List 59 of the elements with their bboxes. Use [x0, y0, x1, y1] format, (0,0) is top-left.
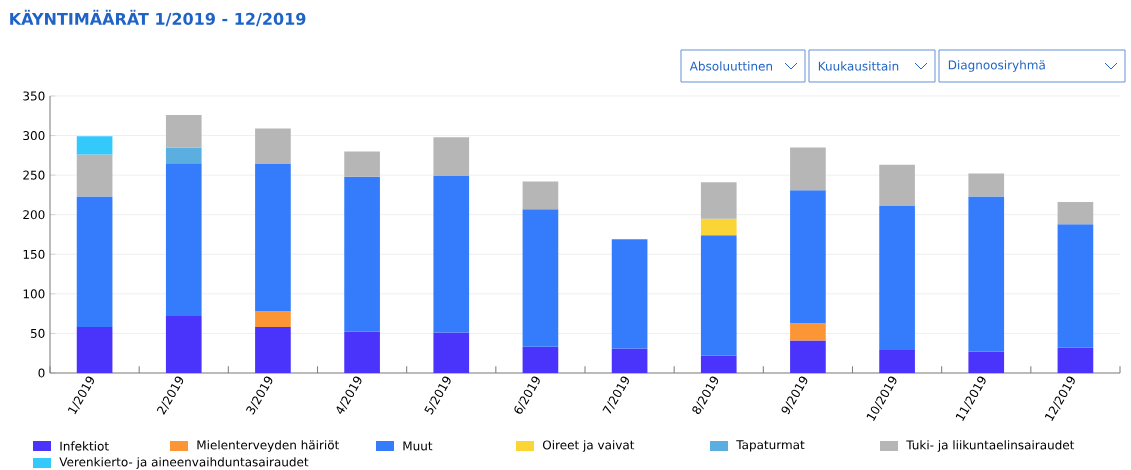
bar: [611, 348, 648, 373]
bar: [76, 196, 113, 328]
bar: [790, 190, 826, 324]
bar: [522, 181, 559, 210]
bar: [165, 163, 202, 316]
y-tick-label: 250: [23, 170, 45, 180]
y-tick-label: 100: [23, 289, 45, 299]
chart-title: KÄYNTIMÄÄRÄT 1/2019 - 12/2019: [10, 9, 306, 27]
bar: [700, 235, 737, 356]
legend-label: Muut: [403, 441, 433, 451]
bar: [700, 182, 737, 219]
legend-label: Mielenterveyden häiriöt: [197, 440, 340, 452]
bar: [790, 147, 826, 191]
bar: [879, 205, 915, 351]
bar: [255, 311, 291, 328]
y-tick-label: 300: [23, 131, 45, 141]
bar: [255, 128, 291, 165]
bar: [433, 175, 470, 333]
bar: [344, 331, 380, 373]
bar: [790, 340, 826, 373]
y-tick-label: 0: [38, 368, 45, 378]
legend-label: Oireet ja vaivat: [542, 440, 635, 452]
bar: [522, 346, 559, 373]
bar: [255, 164, 291, 312]
y-tick-label: 150: [23, 249, 45, 259]
text: Absoluuttinen: [689, 61, 773, 71]
bar: [76, 154, 113, 197]
bar: [76, 327, 113, 373]
text: Kuukausittain: [818, 61, 899, 71]
bar: [433, 137, 470, 176]
bar: [1057, 347, 1094, 373]
bar: [879, 164, 915, 206]
bar: [76, 136, 113, 155]
bar: [968, 351, 1005, 373]
bar: [968, 196, 1005, 352]
bar: [255, 327, 291, 373]
bar: [700, 355, 737, 373]
bar: [611, 239, 648, 349]
y-tick-label: 350: [23, 91, 45, 101]
bar: [344, 151, 380, 177]
text: Diagnoosiryhmä: [948, 60, 1045, 72]
legend-label: Verenkierto- ja aineenvaihduntasairaudet: [59, 457, 309, 469]
legend-label: Tuki- ja liikuntaelinsairaudet: [906, 440, 1075, 452]
bar: [1057, 202, 1094, 225]
bar: [433, 332, 470, 373]
y-tick-label: 50: [30, 328, 45, 338]
bar: [522, 209, 559, 347]
y-tick-label: 200: [23, 210, 45, 220]
bar: [165, 114, 202, 148]
legend-label: Tapaturmat: [736, 440, 805, 452]
bar: [790, 323, 826, 341]
bar: [165, 147, 202, 164]
bar: [1057, 224, 1094, 348]
bar: [968, 173, 1005, 197]
bar: [879, 350, 915, 373]
bar: [344, 176, 380, 332]
bar: [700, 218, 737, 236]
bar: [165, 316, 202, 373]
legend-label: Infektiot: [60, 441, 109, 451]
